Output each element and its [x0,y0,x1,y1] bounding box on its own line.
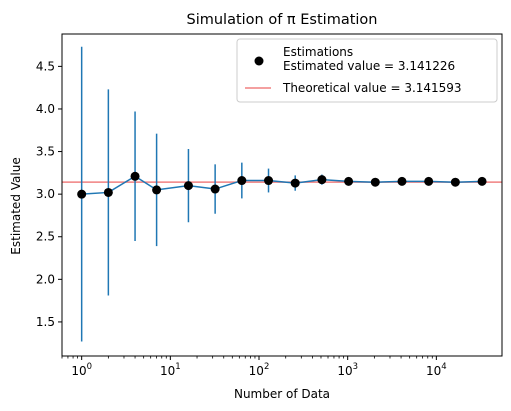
y-tick-label: 2.5 [36,230,55,244]
legend-box [236,38,498,103]
x-tick-label: 100 [71,362,92,378]
y-axis-label: Estimated Value [9,157,23,254]
legend-label-theoretical: Theoretical value = 3.141593 [282,81,462,95]
y-tick-label: 1.5 [36,315,55,329]
data-point [183,181,193,191]
data-point [424,176,434,186]
estimation-line [81,175,483,195]
data-point [344,176,354,186]
x-tick-label: 104 [426,362,447,378]
y-tick-label: 4.0 [36,102,55,116]
data-point [290,178,300,188]
x-axis-label: Number of Data [234,387,330,401]
data-point [152,185,162,195]
x-tick-label: 103 [337,362,358,378]
y-axis: 1.5 2.0 2.5 3.0 3.5 4.0 4.5 [36,59,62,329]
data-point [450,177,460,187]
data-point [77,189,87,199]
data-point [477,176,487,186]
x-tick-label: 102 [249,362,270,378]
data-point [264,176,274,186]
y-tick-label: 3.5 [36,145,55,159]
data-point [370,177,380,187]
data-point [103,187,113,197]
legend-marker-estimations [254,56,264,66]
plot-area [61,33,503,357]
legend-label-estimations: Estimations [283,45,353,59]
data-point [210,184,220,194]
y-tick-label: 4.5 [36,59,55,73]
x-axis: 100 101 102 103 104 [61,356,447,378]
data-point [237,176,247,186]
x-tick-label: 101 [160,362,181,378]
plot-frame [61,33,503,357]
y-tick-label: 2.0 [36,272,55,286]
data-point [397,176,407,186]
data-point [130,171,140,181]
y-tick-label: 3.0 [36,187,55,201]
chart-title: Simulation of π Estimation [187,12,378,28]
legend-label-estimated-value: Estimated value = 3.141226 [283,59,455,73]
data-point [317,175,327,185]
